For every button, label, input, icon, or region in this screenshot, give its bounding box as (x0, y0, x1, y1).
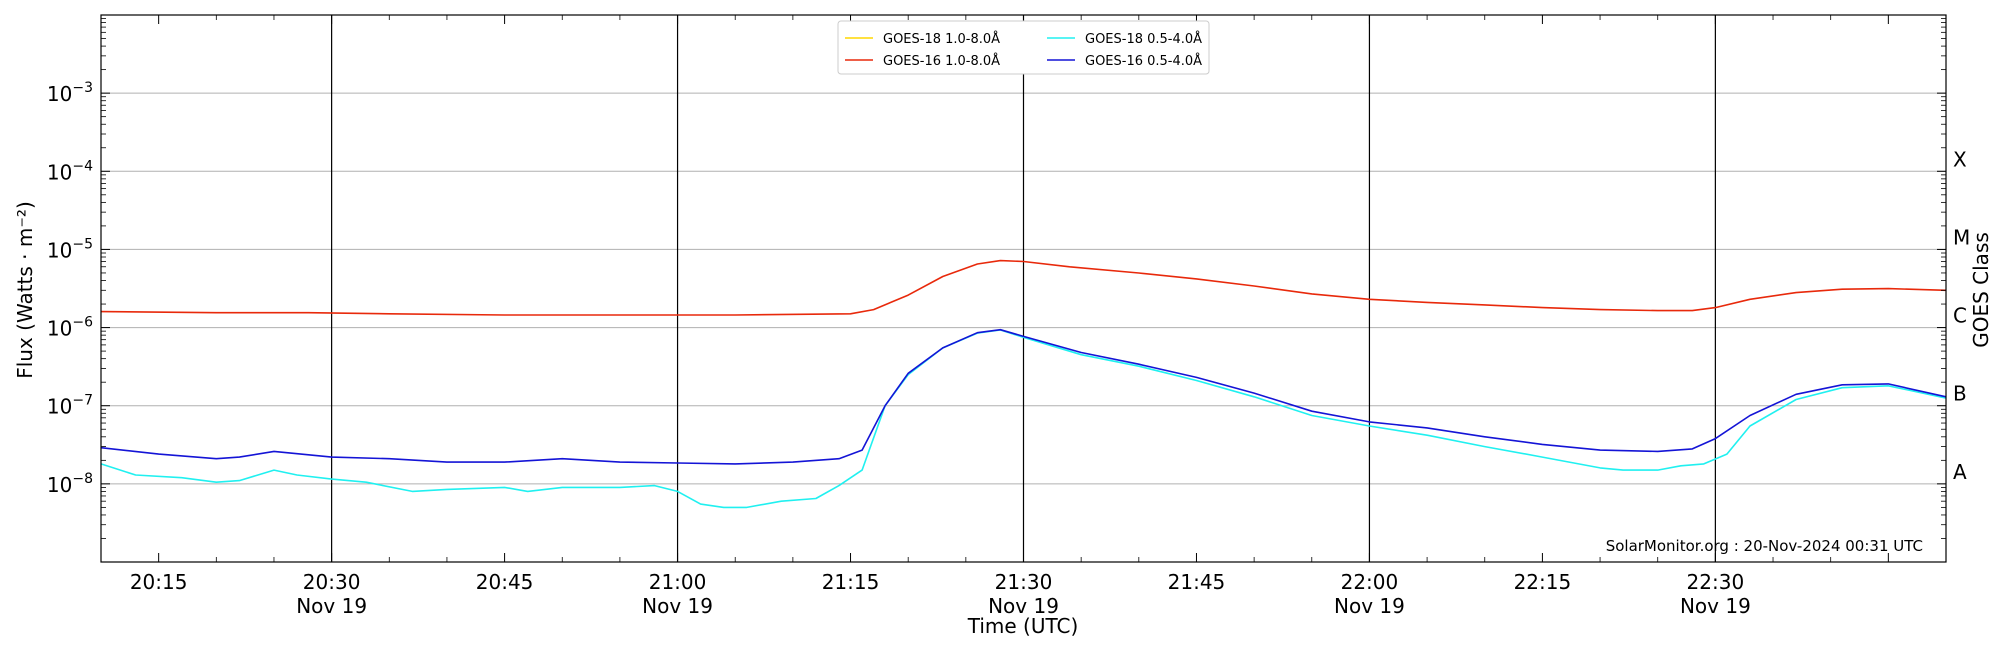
x-tick-date-label: Nov 19 (1334, 594, 1405, 618)
series-line (100, 259, 1947, 316)
goes-class-labels: A B C M X (1953, 147, 1970, 484)
y-tick-base: 10 (47, 395, 72, 419)
y-tick-label: 10−6 (47, 315, 93, 341)
y-tick-label: 10−8 (47, 471, 93, 497)
x-axis-title: Time (UTC) (967, 614, 1079, 638)
y-tick-label: 10−3 (47, 80, 93, 106)
x-tick-label: 21:00 (649, 570, 707, 594)
legend-label: GOES-16 0.5-4.0Å (1085, 53, 1202, 69)
axis-ticks (100, 15, 1947, 562)
x-tick-date-label: Nov 19 (988, 594, 1059, 618)
goes-class-label: C (1953, 304, 1967, 328)
x-tick-date-label: Nov 19 (296, 594, 367, 618)
x-tick-label: 20:45 (476, 570, 534, 594)
legend-box (837, 20, 1210, 75)
y-tick-base: 10 (47, 473, 72, 497)
y-tick-labels: 10−810−710−610−510−410−3 (47, 80, 93, 497)
x-tick-label: 20:15 (130, 570, 188, 594)
y-tick-label: 10−7 (47, 393, 93, 419)
x-tick-label: 21:30 (995, 570, 1053, 594)
x-tick-date-label: Nov 19 (1680, 594, 1751, 618)
x-tick-label: 21:15 (822, 570, 880, 594)
goes-class-label: M (1953, 225, 1970, 249)
y-tick-base: 10 (47, 82, 72, 106)
y-tick-exponent: −7 (72, 393, 93, 409)
legend-label: GOES-18 0.5-4.0Å (1085, 31, 1202, 47)
y-tick-exponent: −3 (72, 80, 93, 96)
x-tick-label: 20:30 (303, 570, 361, 594)
x-tick-label: 22:30 (1687, 570, 1745, 594)
goes-class-label: B (1953, 382, 1967, 406)
legend-items: GOES-18 1.0-8.0Å GOES-16 1.0-8.0Å GOES-18 … (845, 31, 1202, 69)
y-tick-exponent: −5 (72, 236, 93, 252)
y-tick-label: 10−5 (47, 236, 93, 262)
series-line (100, 328, 1947, 465)
y-tick-exponent: −4 (72, 158, 93, 174)
x-tick-date-label: Nov 19 (642, 594, 713, 618)
y-tick-exponent: −8 (72, 471, 93, 487)
y-axis-title: Flux (Watts · m⁻²) (13, 201, 37, 379)
legend-label: GOES-18 1.0-8.0Å (883, 31, 1000, 47)
y-tick-label: 10−4 (47, 158, 93, 184)
y2-axis-title: GOES Class (1969, 232, 1993, 348)
credit-annotation: SolarMonitor.org : 20-Nov-2024 00:31 UTC (1606, 537, 1923, 555)
vertical-marker-lines (331, 15, 1716, 562)
goes-class-label: A (1953, 460, 1967, 484)
goes-class-label: X (1953, 147, 1967, 171)
x-tick-label: 22:00 (1341, 570, 1399, 594)
legend: GOES-18 1.0-8.0Å GOES-16 1.0-8.0Å GOES-18 … (837, 20, 1210, 75)
x-tick-label: 22:15 (1514, 570, 1572, 594)
x-tick-label: 21:45 (1168, 570, 1226, 594)
series-lines (100, 259, 1947, 509)
y-tick-base: 10 (47, 238, 72, 262)
y-tick-base: 10 (47, 160, 72, 184)
legend-label: GOES-16 1.0-8.0Å (883, 53, 1000, 69)
y-tick-exponent: −6 (72, 315, 93, 331)
y-tick-base: 10 (47, 317, 72, 341)
